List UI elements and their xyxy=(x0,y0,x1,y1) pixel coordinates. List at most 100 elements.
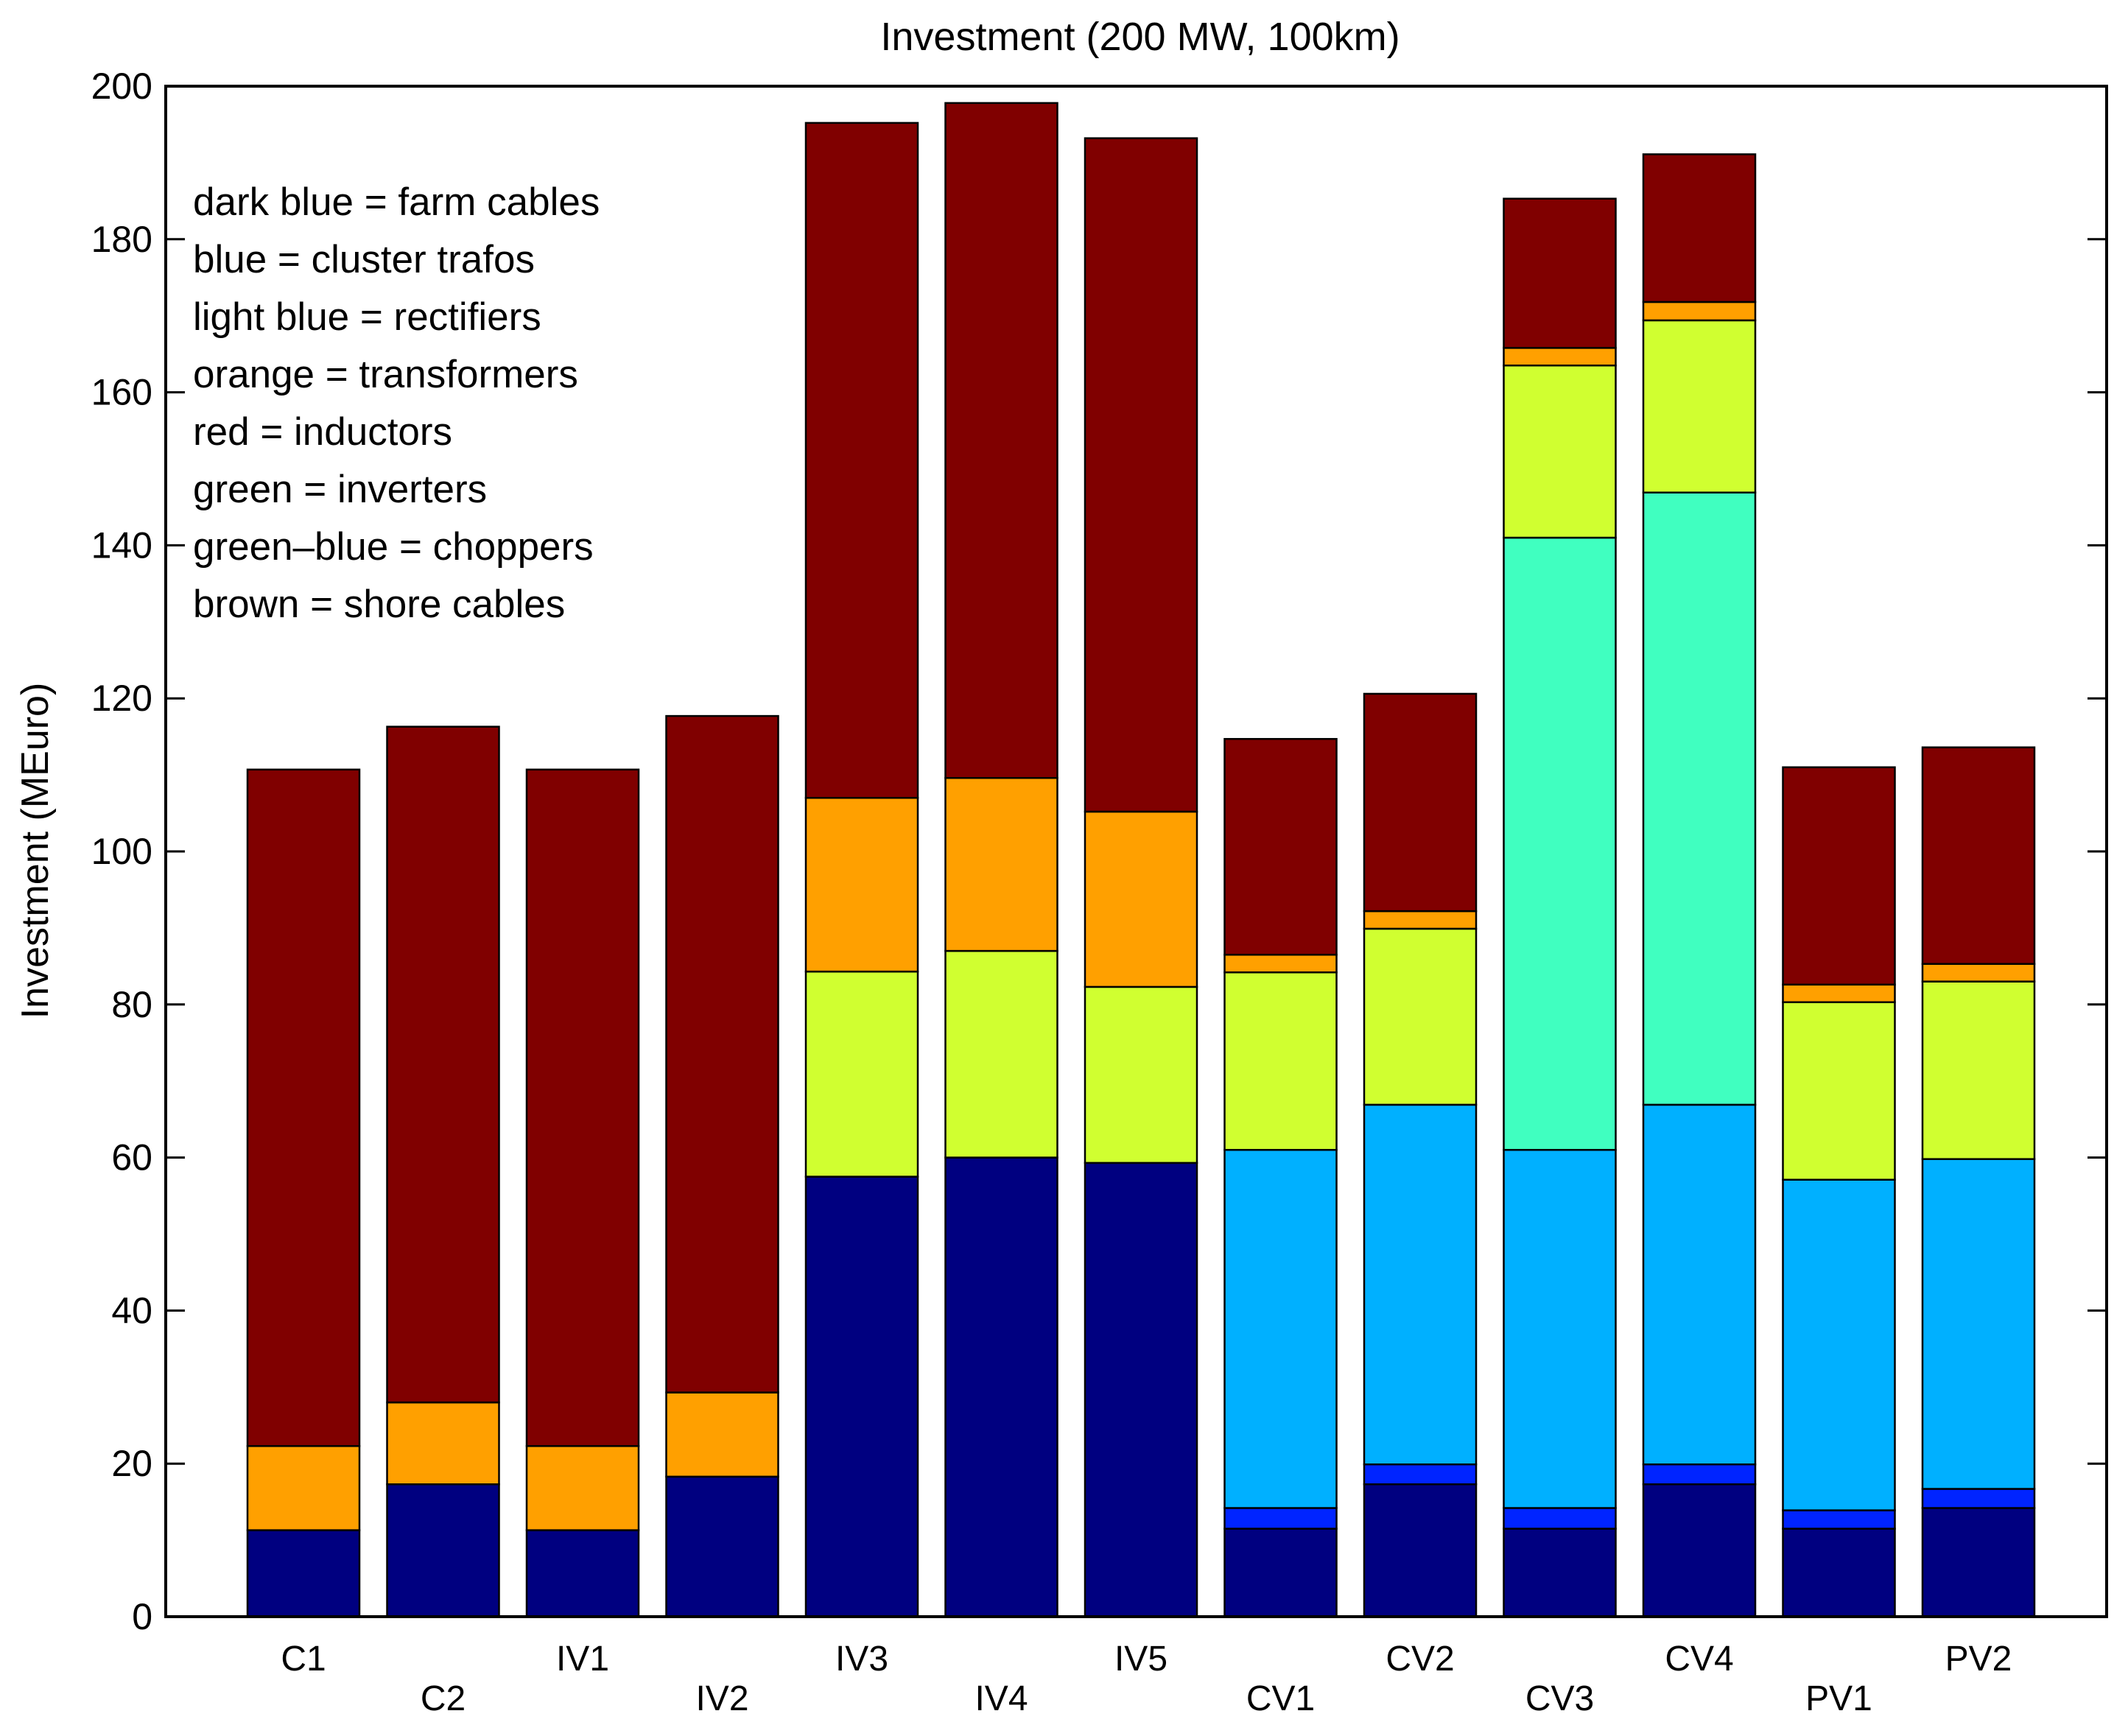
x-tick-label: IV1 xyxy=(556,1640,609,1679)
x-tick-label: CV3 xyxy=(1525,1679,1594,1718)
bar-segment-farm-cables-IV2 xyxy=(665,1475,779,1618)
bar-segment-farm-cables-C1 xyxy=(246,1529,361,1618)
bar-segment-transformers-IV4 xyxy=(944,777,1058,952)
bar-segment-inverters-CV2 xyxy=(1363,927,1478,1106)
y-tick-label: 80 xyxy=(111,984,152,1025)
bar-segment-inverters-CV4 xyxy=(1642,319,1757,493)
bar-segment-shore-cables-CV3 xyxy=(1503,197,1617,349)
bar-segment-shore-cables-IV4 xyxy=(944,102,1058,779)
bar-segment-transformers-C2 xyxy=(386,1401,500,1486)
bar-segment-shore-cables-CV4 xyxy=(1642,153,1757,303)
y-tick-label: 160 xyxy=(91,372,152,413)
bar-segment-inverters-IV4 xyxy=(944,949,1058,1159)
bar-segment-rectifiers-CV2 xyxy=(1363,1103,1478,1466)
x-tick-label: PV2 xyxy=(1945,1640,2012,1679)
bar-segment-farm-cables-CV2 xyxy=(1363,1483,1478,1618)
legend-line: orange = transformers xyxy=(193,353,578,396)
bar-segment-inverters-IV3 xyxy=(804,970,919,1178)
y-tick-label: 120 xyxy=(91,678,152,719)
bar-segment-shore-cables-IV2 xyxy=(665,714,779,1394)
x-tick-label: CV1 xyxy=(1246,1679,1315,1718)
y-tick-label: 60 xyxy=(111,1137,152,1178)
bar-segment-choppers-CV4 xyxy=(1642,491,1757,1106)
x-labels-group: C1 C2 IV1 IV2 IV3 IV4 IV5 CV1 CV2 CV3 CV4 PV1 PV2 xyxy=(281,1640,2012,1718)
bar-segment-inverters-PV2 xyxy=(1921,980,2036,1160)
bar-segment-cluster-trafos-PV2 xyxy=(1921,1488,2036,1509)
bar-segment-farm-cables-IV4 xyxy=(944,1156,1058,1618)
bar-segment-shore-cables-IV3 xyxy=(804,122,919,799)
bar-segment-shore-cables-PV1 xyxy=(1782,766,1896,986)
x-tick-label: C2 xyxy=(421,1679,466,1718)
bar-segment-farm-cables-IV3 xyxy=(804,1176,919,1618)
bar-segment-inverters-PV1 xyxy=(1782,1001,1896,1181)
bar-segment-transformers-IV1 xyxy=(525,1445,640,1531)
bar-segment-rectifiers-CV3 xyxy=(1503,1148,1617,1509)
bar-segment-rectifiers-CV4 xyxy=(1642,1103,1757,1466)
y-tick-label: 100 xyxy=(91,831,152,872)
bar-segment-cluster-trafos-PV1 xyxy=(1782,1509,1896,1530)
x-tick-label: IV3 xyxy=(835,1640,888,1679)
bar-segment-shore-cables-C2 xyxy=(386,725,500,1404)
bar-segment-choppers-CV3 xyxy=(1503,536,1617,1151)
bar-segment-transformers-CV2 xyxy=(1363,910,1478,930)
bar-segment-farm-cables-PV1 xyxy=(1782,1528,1896,1618)
bar-segment-rectifiers-PV1 xyxy=(1782,1178,1896,1511)
bar-segment-inverters-IV5 xyxy=(1084,985,1198,1164)
bar-segment-farm-cables-CV3 xyxy=(1503,1528,1617,1618)
y-tick-label: 180 xyxy=(91,219,152,260)
x-tick-label: CV4 xyxy=(1665,1640,1733,1679)
legend-text: dark blue = farm cables blue = cluster t… xyxy=(193,180,600,626)
bar-segment-shore-cables-CV2 xyxy=(1363,692,1478,913)
y-tick-label: 0 xyxy=(132,1596,152,1637)
x-tick-label: IV4 xyxy=(975,1679,1028,1718)
x-tick-label: C1 xyxy=(281,1640,326,1679)
bar-segment-farm-cables-CV1 xyxy=(1223,1528,1338,1618)
bar-segment-farm-cables-C2 xyxy=(386,1483,500,1618)
bar-segment-shore-cables-PV2 xyxy=(1921,746,2036,965)
bar-segment-farm-cables-IV1 xyxy=(525,1529,640,1618)
bar-segment-shore-cables-IV1 xyxy=(525,768,640,1447)
bar-segment-transformers-CV3 xyxy=(1503,347,1617,367)
bar-segment-cluster-trafos-CV1 xyxy=(1223,1507,1338,1530)
y-tick-label: 20 xyxy=(111,1443,152,1484)
legend-line: red = inductors xyxy=(193,410,452,454)
y-ticks-group: 0 20 40 60 80 100 120 140 160 180 200 xyxy=(91,66,2107,1637)
chart-title: Investment (200 MW, 100km) xyxy=(880,15,1400,59)
bar-segment-transformers-IV3 xyxy=(804,797,919,973)
bar-segment-cluster-trafos-CV4 xyxy=(1642,1463,1757,1486)
bar-segment-rectifiers-CV1 xyxy=(1223,1148,1338,1509)
legend-line: light blue = rectifiers xyxy=(193,295,541,339)
y-axis-title: Investment (MEuro) xyxy=(14,683,57,1019)
bar-segment-cluster-trafos-CV2 xyxy=(1363,1463,1478,1486)
bar-segment-inverters-CV3 xyxy=(1503,364,1617,539)
x-tick-label: PV1 xyxy=(1805,1679,1872,1718)
x-tick-label: IV2 xyxy=(695,1679,748,1718)
bar-segment-transformers-CV4 xyxy=(1642,301,1757,322)
x-tick-label: IV5 xyxy=(1114,1640,1167,1679)
bar-segment-cluster-trafos-CV3 xyxy=(1503,1507,1617,1530)
legend-line: blue = cluster trafos xyxy=(193,238,535,281)
bar-segment-farm-cables-PV2 xyxy=(1921,1507,2036,1618)
y-tick-label: 40 xyxy=(111,1290,152,1331)
bar-segment-inverters-CV1 xyxy=(1223,971,1338,1151)
x-tick-label: CV2 xyxy=(1386,1640,1454,1679)
bar-segment-transformers-C1 xyxy=(246,1445,361,1531)
bar-segment-shore-cables-CV1 xyxy=(1223,738,1338,956)
bar-segment-transformers-PV2 xyxy=(1921,963,2036,983)
y-tick-label: 200 xyxy=(91,66,152,107)
bars-group xyxy=(246,102,2036,1618)
y-tick-label: 140 xyxy=(91,524,152,566)
bar-segment-transformers-PV1 xyxy=(1782,983,1896,1003)
legend-line: dark blue = farm cables xyxy=(193,180,600,224)
bar-segment-shore-cables-C1 xyxy=(246,768,361,1447)
legend-line: green–blue = choppers xyxy=(193,525,594,569)
bar-segment-farm-cables-CV4 xyxy=(1642,1483,1757,1618)
bar-segment-rectifiers-PV2 xyxy=(1921,1158,2036,1490)
bar-segment-transformers-CV1 xyxy=(1223,954,1338,974)
bar-segment-transformers-IV2 xyxy=(665,1391,779,1478)
bar-segment-farm-cables-IV5 xyxy=(1084,1162,1198,1618)
legend-line: green = inverters xyxy=(193,468,487,511)
plot-frame xyxy=(164,85,2108,1618)
legend-line: brown = shore cables xyxy=(193,583,565,626)
